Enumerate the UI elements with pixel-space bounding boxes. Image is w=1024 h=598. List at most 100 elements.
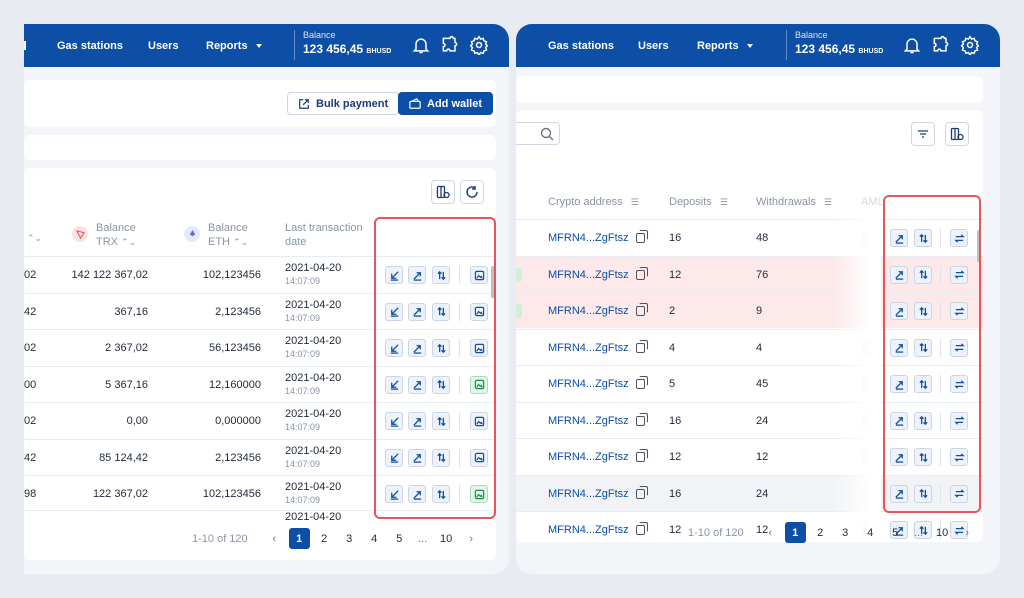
next-page-button[interactable]: › xyxy=(965,526,969,539)
transactions-button[interactable] xyxy=(432,339,450,357)
image-button[interactable] xyxy=(470,485,488,503)
puzzle-icon[interactable] xyxy=(440,35,460,55)
image-button[interactable] xyxy=(470,302,488,321)
send-button[interactable] xyxy=(890,411,908,430)
gear-icon[interactable] xyxy=(469,35,489,55)
receive-button[interactable] xyxy=(385,448,403,467)
page-button[interactable]: 2 xyxy=(321,532,328,545)
copy-icon[interactable] xyxy=(635,412,648,426)
page-button[interactable]: 5 xyxy=(396,532,403,545)
transactions-button[interactable] xyxy=(914,302,932,320)
transactions-button[interactable] xyxy=(914,448,932,466)
page-button[interactable]: 1 xyxy=(288,528,310,549)
send-button[interactable] xyxy=(890,229,908,247)
page-button[interactable]: 2 xyxy=(817,526,824,539)
transactions-button[interactable] xyxy=(432,302,450,321)
filter-button[interactable] xyxy=(911,122,935,146)
send-button[interactable] xyxy=(890,338,908,357)
refresh-button[interactable] xyxy=(460,180,484,204)
copy-icon[interactable] xyxy=(635,485,648,499)
send-button[interactable] xyxy=(890,265,908,284)
swap-button[interactable] xyxy=(950,484,968,503)
page-button[interactable]: 3 xyxy=(346,532,353,545)
send-button[interactable] xyxy=(408,485,426,503)
image-button[interactable] xyxy=(470,448,488,467)
bell-icon[interactable] xyxy=(411,35,431,55)
swap-button[interactable] xyxy=(950,375,968,393)
transactions-button[interactable] xyxy=(432,375,450,394)
cell-crypto-address[interactable]: MFRN4...ZgFtsz xyxy=(548,257,648,293)
page-button[interactable]: 1 xyxy=(784,522,806,543)
receive-button[interactable] xyxy=(385,266,403,284)
send-button[interactable] xyxy=(408,448,426,467)
search-input[interactable] xyxy=(516,122,560,145)
cell-crypto-address[interactable]: MFRN4...ZgFtsz xyxy=(548,476,648,512)
copy-icon[interactable] xyxy=(635,522,648,535)
transactions-button[interactable] xyxy=(432,485,450,503)
receive-button[interactable] xyxy=(385,339,403,357)
transactions-button[interactable] xyxy=(914,265,932,284)
send-button[interactable] xyxy=(890,302,908,320)
transactions-button[interactable] xyxy=(914,229,932,247)
scrollbar-thumb[interactable] xyxy=(977,230,981,262)
swap-button[interactable] xyxy=(950,521,968,539)
sort-icon[interactable]: ⌃⌄ xyxy=(27,233,43,243)
transactions-button[interactable] xyxy=(914,375,932,393)
transactions-button[interactable] xyxy=(432,412,450,430)
image-button[interactable] xyxy=(470,339,488,357)
page-button[interactable]: 10 xyxy=(440,532,453,545)
transactions-button[interactable] xyxy=(914,484,932,503)
image-button[interactable] xyxy=(470,375,488,394)
transactions-button[interactable] xyxy=(914,338,932,357)
nav-users[interactable]: Users xyxy=(148,39,179,52)
copy-icon[interactable] xyxy=(635,303,648,316)
puzzle-icon[interactable] xyxy=(931,35,951,55)
transactions-button[interactable] xyxy=(914,521,932,539)
gear-icon[interactable] xyxy=(960,35,980,55)
bell-icon[interactable] xyxy=(902,35,922,55)
send-button[interactable] xyxy=(890,521,908,539)
image-button[interactable] xyxy=(470,412,488,430)
header-deposits[interactable]: Deposits ☰ xyxy=(669,196,728,208)
nav-gas-stations[interactable]: Gas stations xyxy=(57,39,124,52)
prev-page-button[interactable]: ‹ xyxy=(768,526,772,539)
column-settings-button[interactable] xyxy=(945,122,969,146)
receive-button[interactable] xyxy=(385,412,403,430)
page-button[interactable]: 5 xyxy=(892,526,899,539)
add-wallet-button[interactable]: Add wallet xyxy=(398,92,494,115)
send-button[interactable] xyxy=(408,375,426,394)
cell-crypto-address[interactable]: MFRN4...ZgFtsz xyxy=(548,439,648,475)
transactions-button[interactable] xyxy=(432,448,450,467)
page-button[interactable]: 10 xyxy=(936,526,949,539)
transactions-button[interactable] xyxy=(914,411,932,430)
send-button[interactable] xyxy=(408,266,426,284)
nav-reports[interactable]: Reports xyxy=(697,24,753,67)
cell-crypto-address[interactable]: MFRN4...ZgFtsz xyxy=(548,366,648,402)
swap-button[interactable] xyxy=(950,229,968,247)
page-button[interactable]: 4 xyxy=(867,526,874,539)
page-button[interactable]: 3 xyxy=(842,526,849,539)
send-button[interactable] xyxy=(890,448,908,466)
cell-crypto-address[interactable]: MFRN4...ZgFtsz xyxy=(548,403,648,439)
swap-button[interactable] xyxy=(950,411,968,430)
send-button[interactable] xyxy=(890,484,908,503)
swap-button[interactable] xyxy=(950,265,968,284)
next-page-button[interactable]: › xyxy=(469,532,473,545)
swap-button[interactable] xyxy=(950,302,968,320)
copy-icon[interactable] xyxy=(635,266,648,280)
bulk-payment-button[interactable]: Bulk payment xyxy=(287,92,400,115)
send-button[interactable] xyxy=(890,375,908,393)
copy-icon[interactable] xyxy=(635,449,648,462)
nav-reports[interactable]: Reports xyxy=(206,24,262,67)
header-aml[interactable]: AML xyxy=(861,196,884,208)
header-balance-trx[interactable]: Balance TRX ⌃⌄ xyxy=(96,222,137,248)
column-settings-button[interactable] xyxy=(431,180,455,204)
header-balance-eth[interactable]: Balance ETH ⌃⌄ xyxy=(208,222,249,248)
scrollbar-thumb[interactable] xyxy=(491,266,495,298)
nav-gas-stations[interactable]: Gas stations xyxy=(548,39,615,52)
cell-crypto-address[interactable]: MFRN4...ZgFtsz xyxy=(548,512,648,542)
transactions-button[interactable] xyxy=(432,266,450,284)
receive-button[interactable] xyxy=(385,302,403,321)
header-withdrawals[interactable]: Withdrawals ☰ xyxy=(756,196,832,208)
copy-icon[interactable] xyxy=(635,376,648,389)
